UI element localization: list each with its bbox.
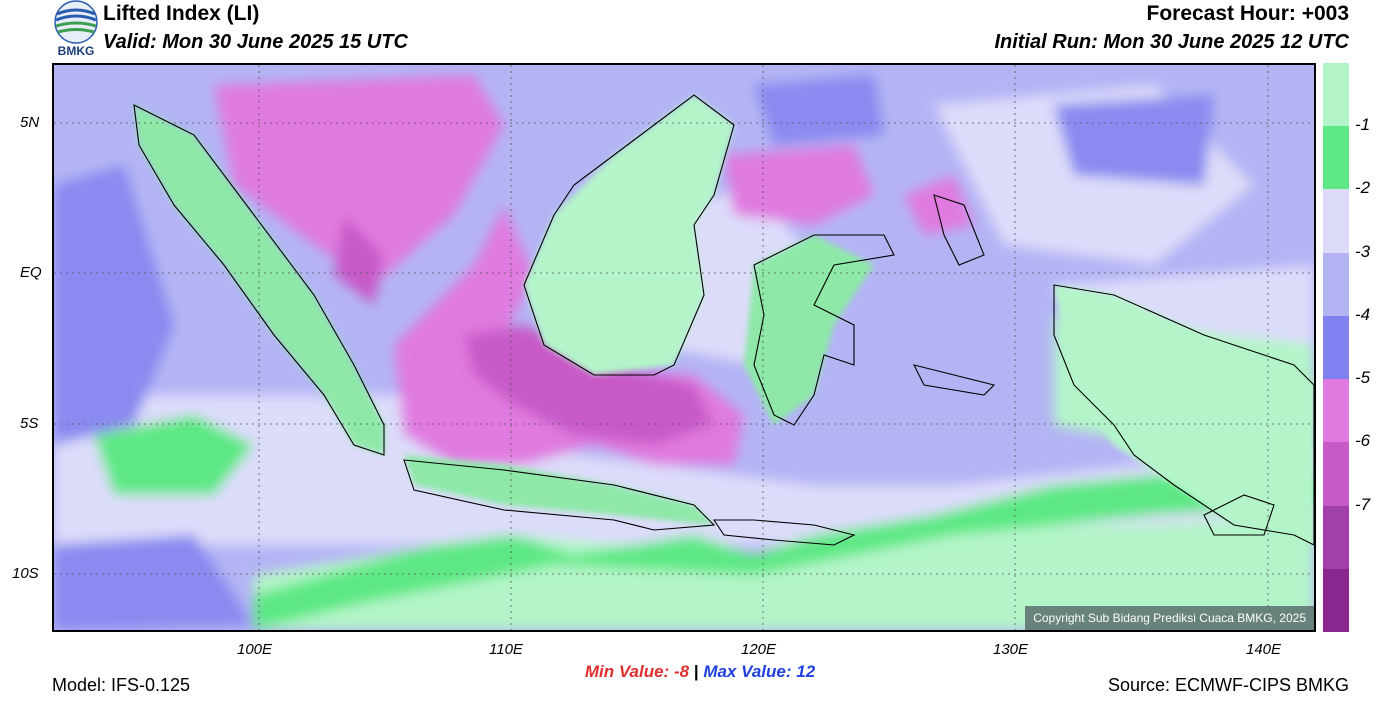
max-value-label: Max Value:	[703, 662, 792, 681]
legend-swatch	[1323, 505, 1349, 570]
min-max-separator: |	[693, 662, 699, 681]
legend-swatch	[1323, 315, 1349, 380]
min-value-label: Min Value:	[584, 662, 670, 681]
lat-label-5n: 5N	[20, 114, 40, 131]
lat-label-10s: 10S	[12, 565, 39, 582]
min-max-values: Min Value: -8 | Max Value: 12	[0, 662, 1400, 682]
coastlines	[133, 94, 1314, 546]
legend-swatch	[1323, 252, 1349, 317]
lon-label-110e: 110E	[489, 641, 523, 658]
legend-swatch	[1323, 379, 1349, 443]
lifted-index-map: Copyright Sub Bidang Prediksi Cuaca BMKG…	[52, 63, 1316, 632]
legend-colorbar	[1323, 63, 1349, 633]
forecast-hour: Forecast Hour: +003	[1146, 2, 1350, 25]
lon-label-120e: 120E	[741, 641, 777, 658]
legend-label: -1	[1355, 115, 1371, 135]
legend-swatch	[1323, 63, 1349, 127]
initial-run: Initial Run: Mon 30 June 2025 12 UTC	[994, 31, 1349, 53]
copyright-notice: Copyright Sub Bidang Prediksi Cuaca BMKG…	[1025, 606, 1314, 630]
source-label: Source: ECMWF-CIPS BMKG	[1107, 675, 1349, 695]
legend-swatch	[1323, 189, 1349, 254]
legend-swatch	[1323, 568, 1349, 633]
bmkg-logo: BMKG	[52, 0, 100, 62]
lat-label-eq: EQ	[20, 264, 42, 281]
lon-label-130e: 130E	[993, 641, 1029, 658]
model-label: Model: IFS-0.125	[52, 675, 191, 695]
map-canvas	[54, 65, 1314, 630]
map-title: Lifted Index (LI)	[103, 2, 260, 25]
logo-text: BMKG	[57, 44, 95, 58]
legend-swatch	[1323, 442, 1349, 507]
lat-label-5s: 5S	[20, 415, 39, 432]
bmkg-logo-icon	[54, 0, 98, 44]
valid-time: Valid: Mon 30 June 2025 15 UTC	[103, 31, 408, 53]
max-value: 12	[796, 662, 816, 681]
legend-label: -6	[1355, 431, 1371, 451]
min-value: -8	[673, 662, 690, 681]
legend-label: -7	[1355, 494, 1371, 514]
legend-swatch	[1323, 126, 1349, 190]
lon-label-100e: 100E	[237, 641, 273, 658]
legend-label: -4	[1355, 304, 1371, 324]
graticule	[54, 65, 1314, 630]
legend-label: -3	[1355, 241, 1371, 261]
lon-label-140e: 140E	[1246, 641, 1282, 658]
legend-label: -2	[1355, 178, 1371, 198]
legend-label: -5	[1355, 368, 1371, 388]
